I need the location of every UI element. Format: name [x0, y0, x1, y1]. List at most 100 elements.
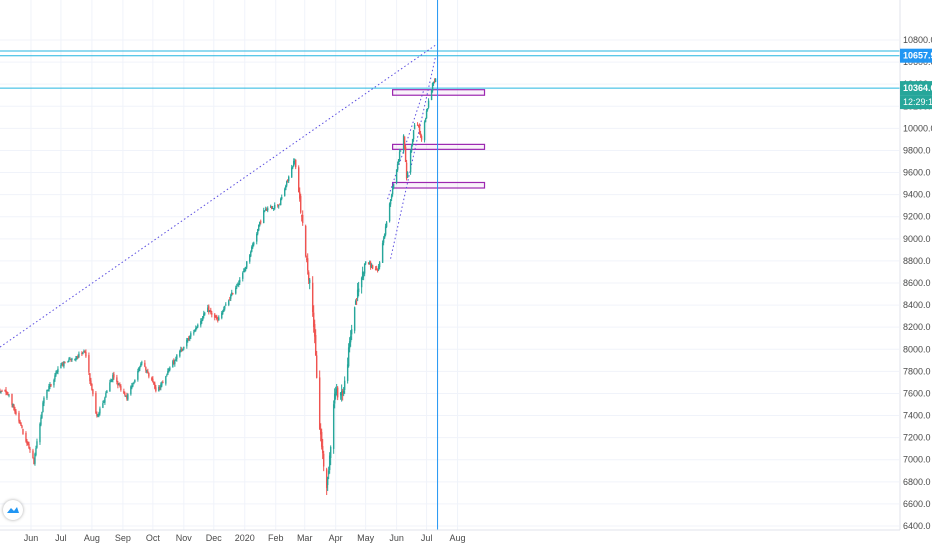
candle — [367, 262, 370, 265]
candle-body — [418, 126, 421, 134]
candle-body — [138, 367, 140, 371]
candle — [144, 360, 146, 368]
candle-body — [384, 226, 387, 235]
candle-body — [11, 393, 13, 405]
candle — [84, 350, 86, 354]
candle — [223, 306, 225, 312]
candle-body — [4, 389, 6, 391]
candle — [430, 89, 433, 101]
candle-body — [246, 261, 248, 268]
candle — [416, 122, 419, 126]
price-badge-label: 10657.9 — [903, 51, 932, 61]
tradingview-logo[interactable] — [3, 500, 23, 520]
candle-body — [425, 110, 428, 119]
candle-body — [228, 300, 230, 305]
candle-body — [76, 356, 78, 359]
candle-body — [69, 358, 71, 360]
candle — [332, 400, 335, 454]
candle — [78, 351, 80, 359]
candle — [311, 276, 314, 317]
candle — [103, 399, 105, 404]
candle — [95, 391, 97, 415]
candle — [270, 204, 272, 208]
candle-body — [362, 273, 365, 275]
candle-body — [390, 195, 393, 199]
candle — [28, 441, 30, 450]
candle — [166, 373, 168, 377]
candle — [49, 382, 51, 390]
candle-body — [32, 450, 34, 459]
candle-body — [238, 283, 240, 286]
candle-body — [166, 375, 168, 377]
candle — [368, 260, 371, 265]
candle — [392, 183, 395, 190]
candle-body — [423, 122, 426, 141]
candle-body — [420, 135, 423, 140]
price-badge-label: 10364.6 — [903, 83, 932, 93]
time-axis-bg — [0, 530, 900, 550]
candle-body — [20, 422, 22, 426]
candle — [208, 304, 210, 315]
candle-body — [210, 309, 212, 313]
candle-body — [340, 391, 343, 396]
candle-body — [111, 379, 113, 382]
candle-body — [348, 341, 351, 349]
candle-body — [158, 386, 160, 392]
candle — [155, 385, 157, 393]
candle — [336, 386, 339, 401]
candle-body — [139, 366, 141, 369]
candle-body — [375, 268, 378, 270]
candle — [305, 255, 308, 263]
rectangle-zones — [392, 89, 486, 189]
candle-body — [392, 183, 395, 189]
candle — [13, 403, 15, 411]
candle — [353, 306, 356, 334]
candle — [360, 276, 363, 294]
candle-body — [398, 151, 401, 160]
candle-body — [311, 282, 314, 313]
candle — [362, 271, 365, 281]
candle-body — [341, 391, 344, 395]
candle — [53, 378, 55, 388]
y-tick-label: 7000.0 — [903, 455, 931, 465]
candle-body — [322, 453, 325, 467]
candle — [272, 205, 274, 210]
candle — [402, 134, 405, 154]
candle — [195, 325, 197, 332]
time-axis[interactable]: Jun Jul Aug Sep Oct Nov Dec 2020 Feb Mar Apr May Jun… — [0, 529, 900, 550]
candle — [190, 331, 192, 340]
candle — [71, 357, 73, 362]
candle-body — [225, 304, 227, 306]
candle — [245, 266, 247, 272]
candle-body — [144, 362, 146, 367]
candle — [266, 207, 268, 211]
candle — [154, 381, 156, 390]
candle-body — [252, 244, 254, 248]
candle — [267, 206, 269, 213]
candle — [232, 292, 234, 295]
candle — [8, 394, 10, 398]
candle — [188, 335, 190, 341]
candle — [361, 266, 364, 280]
candle — [124, 391, 126, 397]
candle — [211, 310, 213, 318]
candle-body — [151, 377, 153, 381]
candle-body — [204, 313, 206, 315]
candle — [340, 384, 343, 402]
candle — [162, 380, 164, 384]
candle — [169, 366, 171, 372]
candle-body — [424, 119, 427, 123]
candle — [81, 351, 83, 356]
candle — [40, 414, 42, 427]
candle — [175, 356, 177, 362]
candle-body — [0, 390, 1, 392]
candle-body — [61, 364, 63, 366]
candle-body — [109, 382, 111, 392]
candle — [391, 186, 394, 197]
candle-body — [74, 358, 76, 360]
x-tick-label: Jun — [389, 533, 404, 543]
candle-body — [47, 390, 49, 392]
candle — [50, 383, 52, 388]
candle-body — [104, 397, 106, 403]
y-tick-label: 10000.0 — [903, 123, 932, 133]
